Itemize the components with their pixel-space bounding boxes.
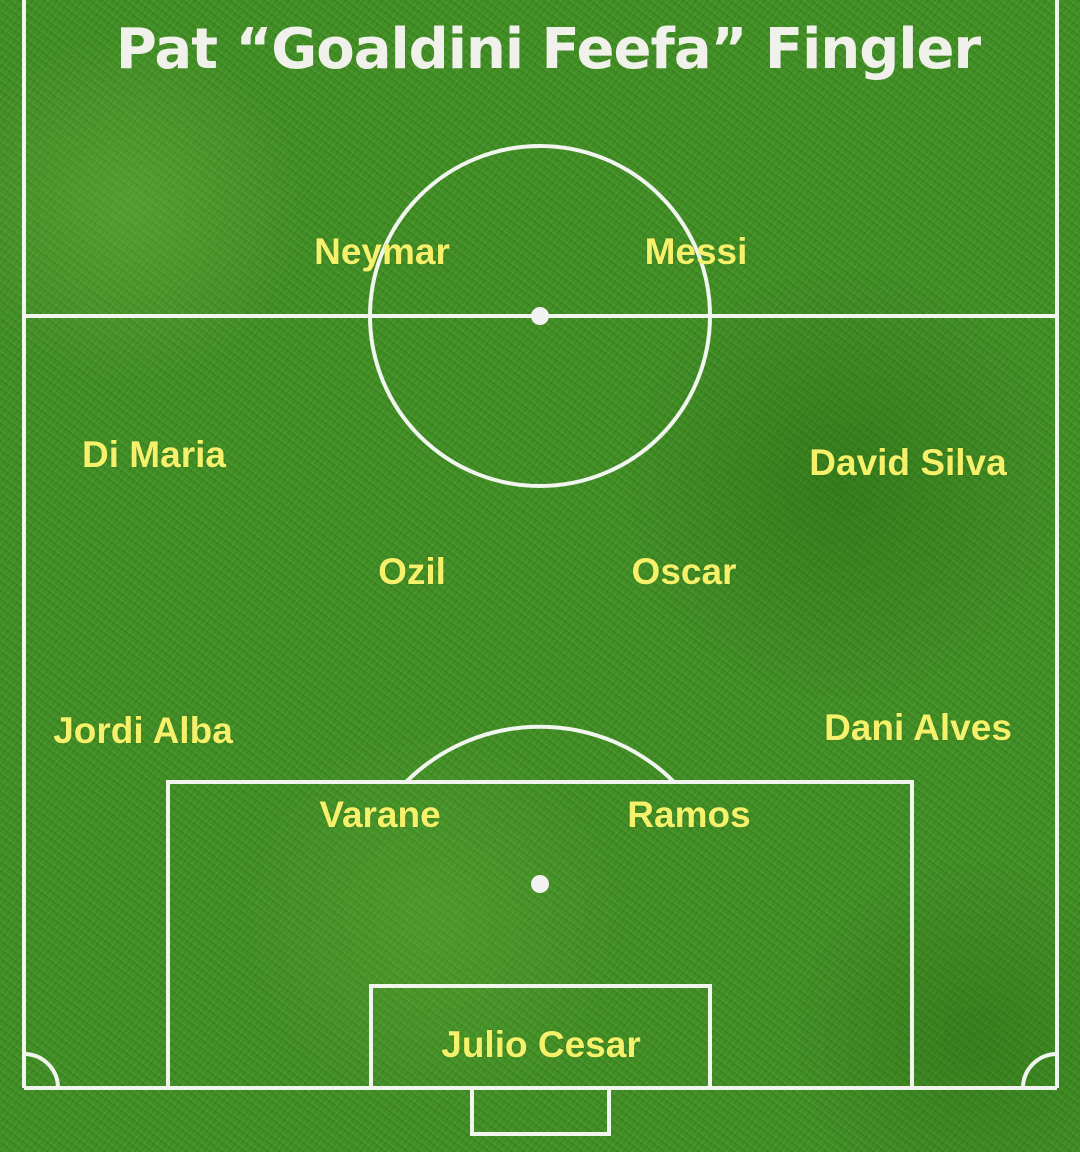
penalty-arc: [404, 724, 676, 784]
player-label-ozil: Ozil: [378, 551, 446, 592]
goal-area: [369, 984, 712, 1088]
player-label-dani-alves: Dani Alves: [824, 707, 1012, 748]
penalty-spot: [531, 875, 549, 893]
goal: [470, 1088, 611, 1136]
corner-arc-left: [23, 1052, 60, 1089]
player-label-varane: Varane: [319, 794, 441, 835]
center-spot: [531, 307, 549, 325]
penalty-area: [166, 780, 914, 1088]
player-label-messi: Messi: [644, 231, 748, 272]
player-label-di-maria: Di Maria: [82, 434, 226, 475]
player-label-ramos: Ramos: [627, 794, 751, 835]
player-label-david-silva: David Silva: [809, 442, 1007, 483]
center-circle: [368, 144, 712, 488]
corner-arc-right: [1021, 1052, 1058, 1089]
page-title: Pat “Goaldini Feefa” Fingler: [115, 17, 981, 82]
player-label-neymar: Neymar: [314, 231, 450, 272]
player-label-oscar: Oscar: [631, 551, 737, 592]
player-label-julio-cesar: Julio Cesar: [441, 1024, 641, 1065]
player-label-jordi-alba: Jordi Alba: [53, 710, 233, 751]
